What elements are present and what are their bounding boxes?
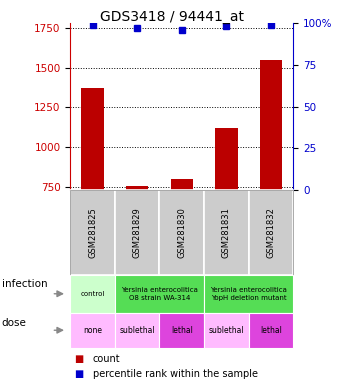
Text: lethal: lethal bbox=[171, 326, 193, 335]
Text: ■: ■ bbox=[74, 354, 83, 364]
Bar bbox=[260, 60, 282, 190]
Text: lethal: lethal bbox=[260, 326, 282, 335]
Bar bbox=[170, 179, 193, 190]
Text: sublethal: sublethal bbox=[119, 326, 155, 335]
Text: percentile rank within the sample: percentile rank within the sample bbox=[93, 369, 258, 379]
Bar bbox=[126, 186, 148, 190]
Text: none: none bbox=[83, 326, 102, 335]
Text: control: control bbox=[80, 291, 105, 297]
Text: GSM281829: GSM281829 bbox=[133, 207, 142, 258]
Text: sublethal: sublethal bbox=[209, 326, 244, 335]
Bar bbox=[215, 128, 237, 190]
Text: ■: ■ bbox=[74, 369, 83, 379]
Text: Yersinia enterocolitica
YopH deletion mutant: Yersinia enterocolitica YopH deletion mu… bbox=[210, 287, 287, 301]
Text: count: count bbox=[93, 354, 120, 364]
Text: GSM281831: GSM281831 bbox=[222, 207, 231, 258]
Text: GSM281830: GSM281830 bbox=[177, 207, 186, 258]
Bar bbox=[81, 88, 104, 190]
Text: GSM281825: GSM281825 bbox=[88, 207, 97, 258]
Text: infection: infection bbox=[2, 279, 47, 289]
Text: GSM281832: GSM281832 bbox=[267, 207, 275, 258]
Text: dose: dose bbox=[2, 318, 27, 328]
Text: Yersinia enterocolitica
O8 strain WA-314: Yersinia enterocolitica O8 strain WA-314 bbox=[121, 287, 198, 301]
Text: GDS3418 / 94441_at: GDS3418 / 94441_at bbox=[99, 10, 244, 23]
